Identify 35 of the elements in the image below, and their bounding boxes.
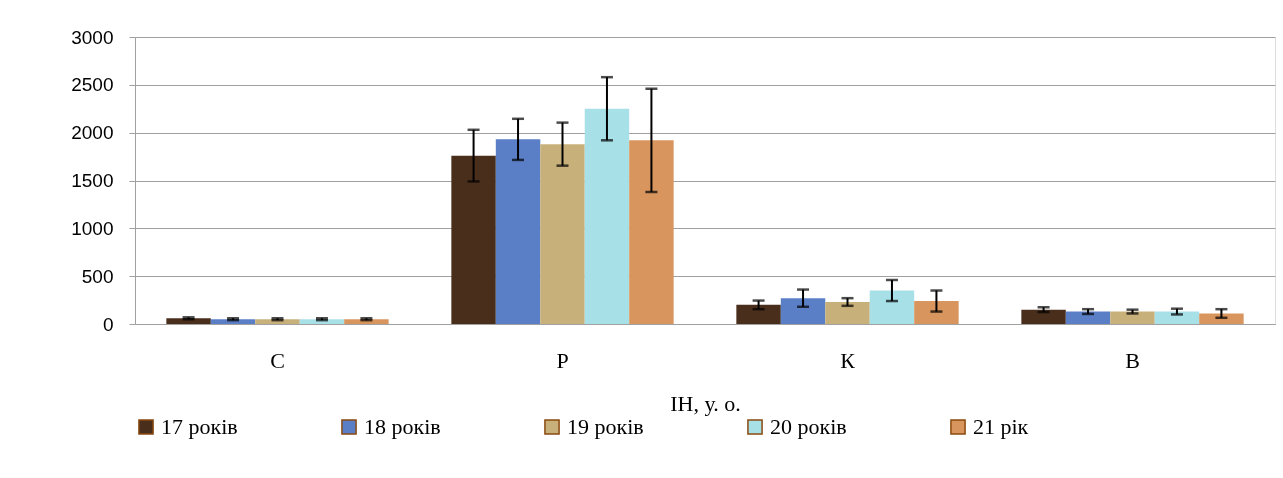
legend-label: 21 рік [973, 414, 1029, 439]
x-tick-label: Р [556, 347, 569, 373]
bar [584, 108, 630, 324]
x-tick-label: С [270, 347, 285, 373]
bar [780, 298, 826, 324]
y-tick-label: 500 [81, 265, 114, 287]
legend-label: 17 років [161, 414, 238, 439]
bar [451, 155, 496, 324]
y-tick-label: 2500 [71, 74, 114, 96]
y-tick-label: 0 [102, 313, 114, 335]
y-tick-label: 1000 [71, 217, 114, 239]
bar [1154, 311, 1200, 324]
bar [736, 304, 781, 324]
bar [869, 290, 915, 324]
legend-label: 20 років [770, 414, 847, 439]
bar [299, 319, 345, 324]
bar [210, 319, 256, 324]
bar [540, 144, 585, 324]
bar [1110, 311, 1155, 324]
x-tick-label: В [1125, 347, 1140, 373]
y-tick-label: 2000 [71, 122, 114, 144]
x-axis-title: ІН, у. о. [670, 390, 741, 416]
bar [495, 139, 541, 324]
bar [914, 301, 959, 324]
y-tick-label: 3000 [71, 26, 114, 48]
bar [629, 140, 674, 324]
bar [1199, 313, 1244, 324]
y-tick-label: 1500 [71, 170, 114, 191]
bar [1021, 309, 1066, 324]
legend-label: 19 років [567, 414, 644, 439]
bar [825, 302, 870, 324]
legend-label: 18 років [364, 414, 441, 439]
x-tick-label: К [840, 347, 856, 373]
bar [1065, 311, 1111, 324]
bar [166, 318, 211, 324]
